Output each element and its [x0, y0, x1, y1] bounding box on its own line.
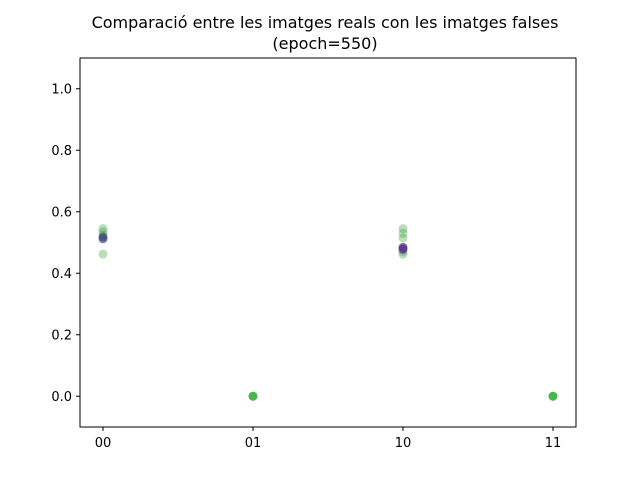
data-point — [398, 224, 408, 234]
data-point — [98, 234, 108, 244]
axes: 0.0 0.2 0.4 0.6 0.8 1.0 00 01 10 11 — [51, 57, 577, 451]
x-tick-label: 00 — [95, 436, 112, 451]
data-point — [398, 228, 408, 238]
data-point — [98, 224, 108, 234]
y-tick-label: 0.2 — [51, 328, 72, 343]
data-point — [248, 391, 258, 401]
chart-title: Comparació entre les imatges reals con l… — [92, 13, 559, 32]
data-point — [398, 244, 408, 254]
x-tick-label: 01 — [245, 436, 262, 451]
plot-frame — [79, 57, 577, 428]
y-tick-label: 1.0 — [51, 82, 72, 97]
y-tick-label: 0.8 — [51, 144, 72, 159]
y-tick-label: 0.4 — [51, 267, 72, 282]
plot-area — [98, 224, 558, 401]
y-tick-label: 0.0 — [51, 390, 72, 405]
y-tick-label: 0.6 — [51, 205, 72, 220]
x-tick-label: 10 — [395, 436, 412, 451]
chart-subtitle: (epoch=550) — [272, 34, 377, 53]
x-tick-label: 11 — [545, 436, 562, 451]
data-point — [398, 233, 408, 243]
data-point — [98, 249, 108, 259]
data-point — [548, 391, 558, 401]
